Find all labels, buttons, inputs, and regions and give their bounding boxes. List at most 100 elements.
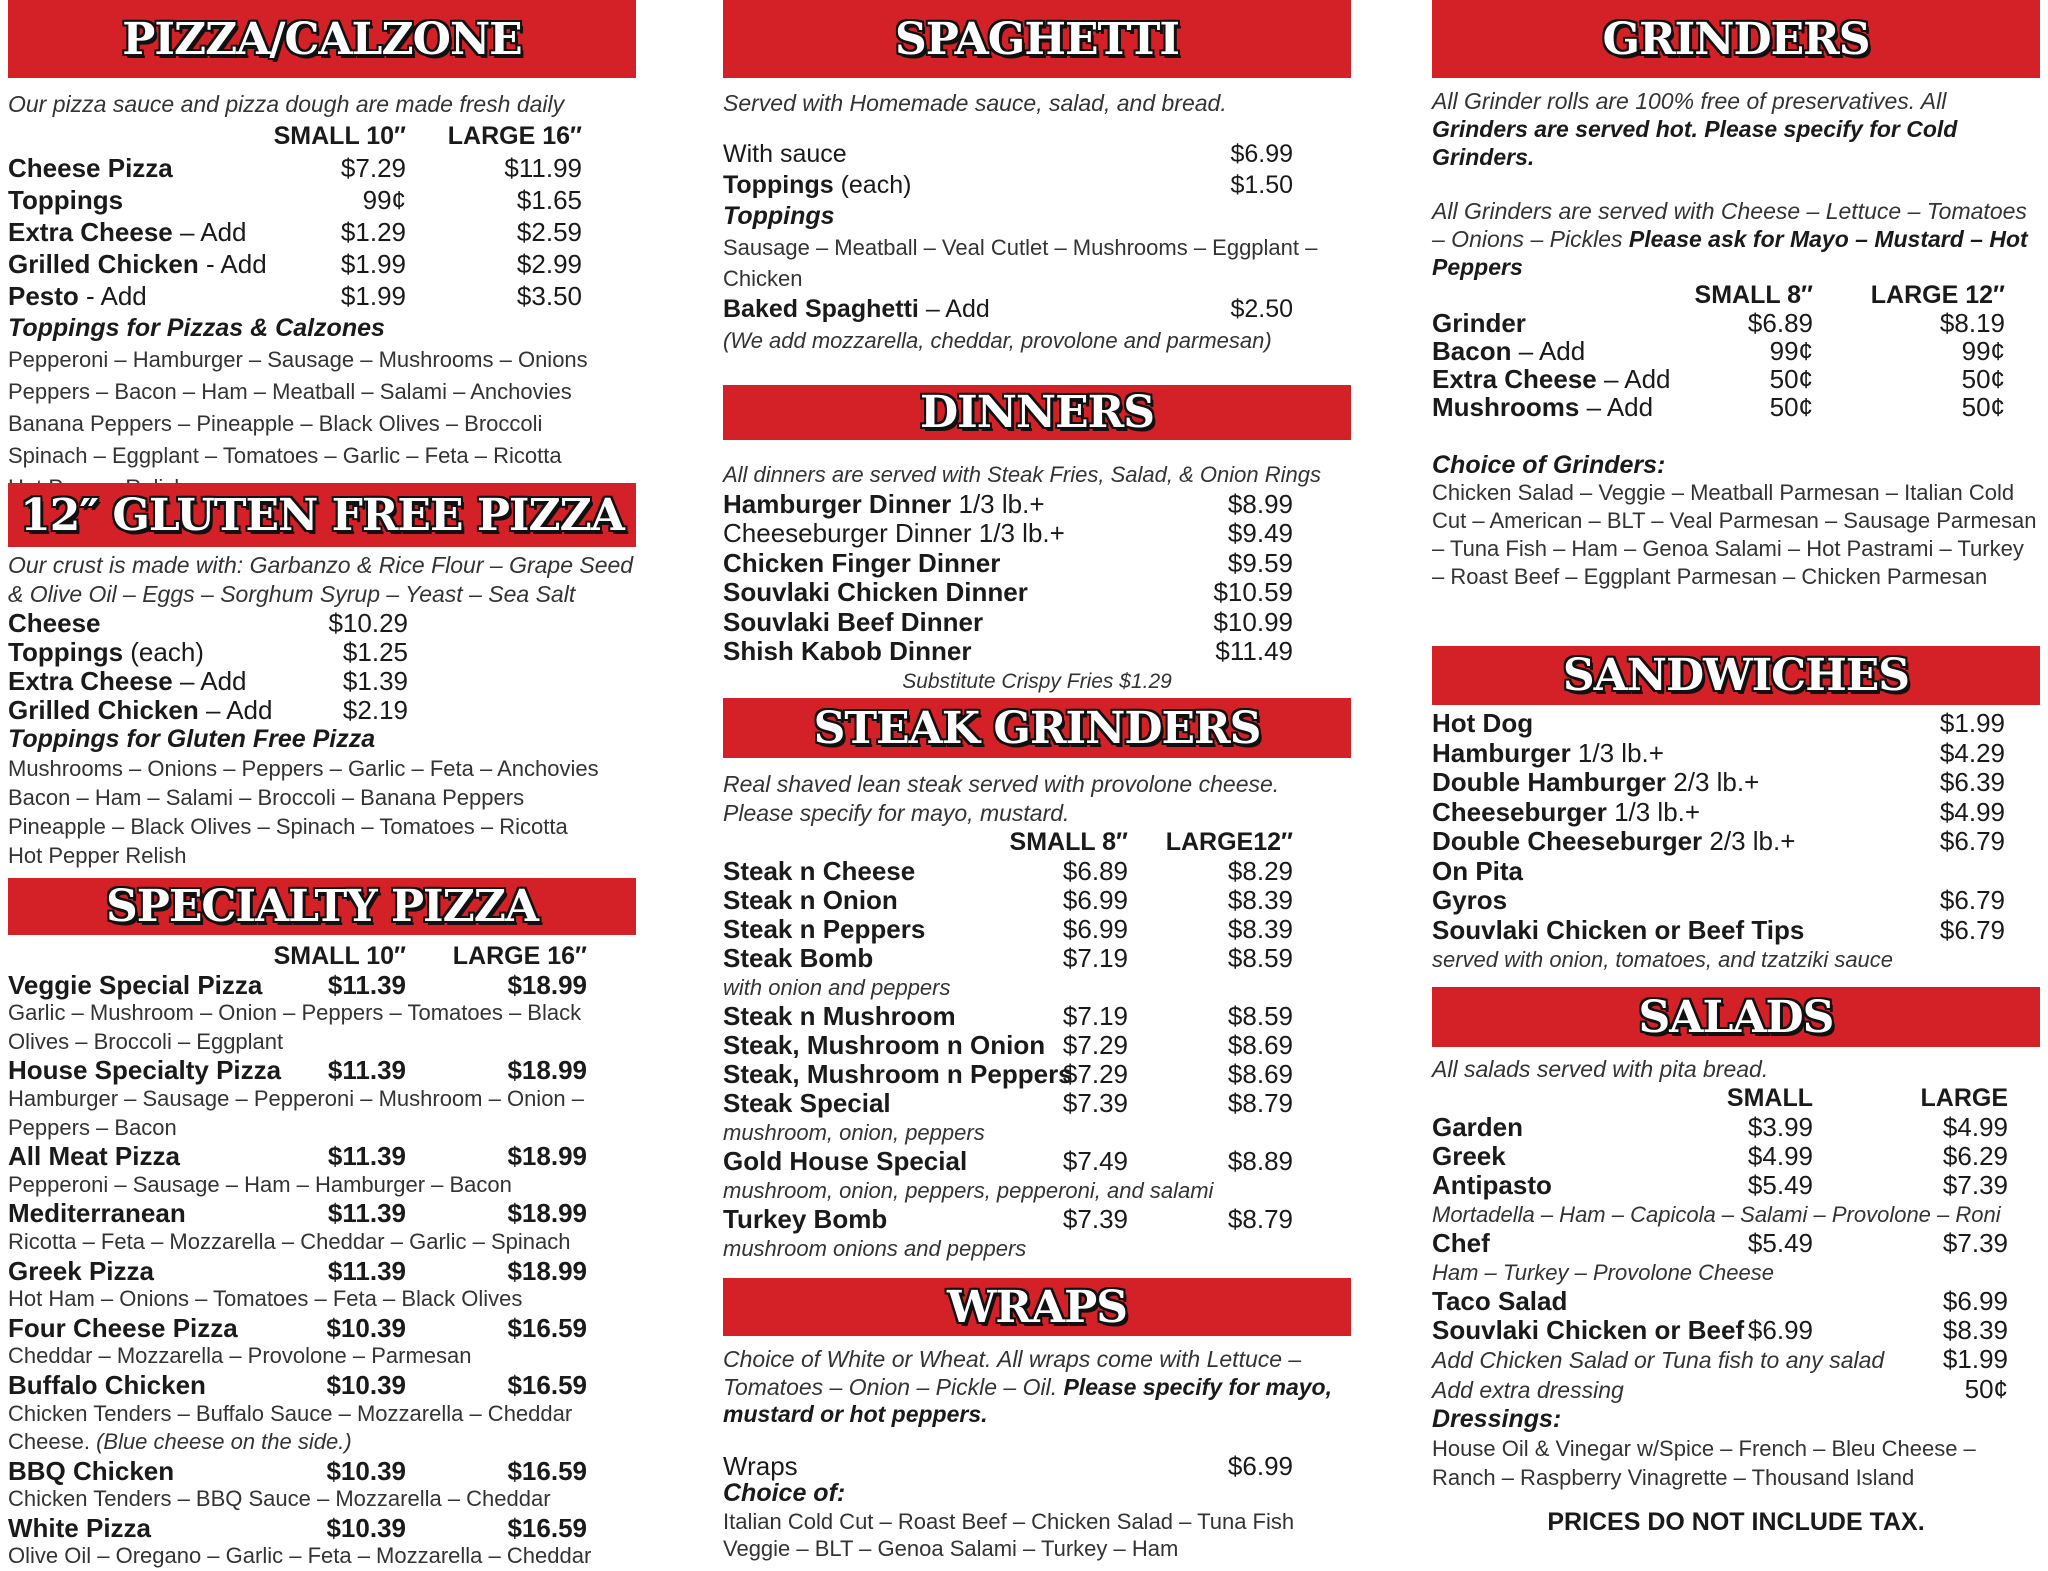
note-emphasis: Grinders are served hot. Please specify … <box>1432 116 1958 170</box>
section-note: All Grinders are served with Cheese – Le… <box>1432 197 2040 281</box>
section-title: STEAK GRINDERS <box>813 702 1262 754</box>
menu-item: Double Hamburger 2/3 lb.+ $6.39 <box>1432 767 2040 798</box>
price: $9.59 <box>1227 547 1293 578</box>
price: $8.69 <box>1227 1030 1293 1060</box>
item-description: (We add mozzarella, cheddar, provolone a… <box>723 325 1351 356</box>
note-text: All salads served with pita bread. <box>1432 1056 1769 1082</box>
size-label: SMALL 10″ <box>273 122 406 150</box>
menu-item: Cheeseburger 1/3 lb.+ $4.99 <box>1432 797 2040 828</box>
description-text: Veggie – BLT – Genoa Salami – Turkey – H… <box>723 1536 1179 1561</box>
menu-item: Gyros $6.79 <box>1432 885 2040 916</box>
note-text: Choice of White or Wheat. All wraps come… <box>723 1346 1302 1400</box>
price: $8.19 <box>1939 308 2005 338</box>
menu-item: Extra Cheese – Add $1.29 $2.59 <box>8 216 636 248</box>
menu-item: Baked Spaghetti – Add $2.50 <box>723 294 1351 325</box>
item-name: Toppings <box>723 171 834 199</box>
size-label: LARGE12″ <box>1165 828 1293 856</box>
item-name: Chef <box>1432 1228 1490 1258</box>
menu-item: Add Chicken Salad or Tuna fish to any sa… <box>1432 1345 2040 1375</box>
item-name: Steak n Mushroom <box>723 1001 956 1031</box>
subheading: Dressings: <box>1432 1405 2040 1434</box>
description-text: Pineapple – Black Olives – Spinach – Tom… <box>8 814 568 839</box>
price: $4.99 <box>1942 1112 2008 1142</box>
item-name: Steak n Peppers <box>723 914 926 944</box>
section-note: Choice of White or Wheat. All wraps come… <box>723 1346 1351 1429</box>
price: $2.50 <box>1230 295 1293 323</box>
item-name-suffix: – Add <box>1596 364 1671 394</box>
item-description: Cheddar – Mozzarella – Provolone – Parme… <box>8 1342 636 1371</box>
menu-item: Add extra dressing 50¢ <box>1432 1375 2040 1405</box>
menu-item: Steak Bomb $7.19 $8.59 <box>723 944 1351 973</box>
section-title: SANDWICHES <box>1562 650 1910 701</box>
section-title: DINNERS <box>919 387 1155 438</box>
item-name: Extra Cheese <box>1432 364 1597 394</box>
menu-item: Hamburger Dinner 1/3 lb.+ $8.99 <box>723 488 1351 520</box>
menu-item: Cheeseburger Dinner 1/3 lb.+ $9.49 <box>723 518 1351 549</box>
description-text: Hot Ham – Onions – Tomatoes – Feta – Bla… <box>8 1286 523 1312</box>
price: $18.99 <box>507 969 587 1000</box>
item-description: Hamburger – Sausage – Pepperoni – Mushro… <box>8 1085 636 1114</box>
section-note: All salads served with pita bread. <box>1432 1055 2040 1084</box>
price: $11.39 <box>327 1198 406 1229</box>
price: $2.19 <box>342 695 408 725</box>
section-header: 12″ GLUTEN FREE PIZZA <box>8 483 636 547</box>
section-body: Choice of White or Wheat. All wraps come… <box>723 1336 1351 1563</box>
price: $8.59 <box>1227 1001 1293 1031</box>
menu-item: Chef $5.49 $7.39 <box>1432 1229 2040 1258</box>
menu-item: Double Cheeseburger 2/3 lb.+ $6.79 <box>1432 826 2040 857</box>
item-name-suffix: – Add <box>1511 336 1586 366</box>
price: 99¢ <box>1961 336 2005 366</box>
section-note: Real shaved lean steak served with provo… <box>723 770 1351 828</box>
item-name: Extra Cheese <box>8 666 173 696</box>
item-name: Greek <box>1432 1141 1506 1171</box>
item-name-suffix: – Add <box>172 666 247 696</box>
item-description: Peppers – Bacon <box>8 1114 636 1143</box>
menu-item: Grinder $6.89 $8.19 <box>1432 309 2040 337</box>
note-text: Real shaved lean steak served with provo… <box>723 771 1280 826</box>
section-header: GRINDERS <box>1432 0 2040 78</box>
section-body: Hot Dog $1.99 Hamburger 1/3 lb.+ $4.29 Doubl… <box>1432 705 2040 975</box>
menu-item: On Pita <box>1432 855 2040 887</box>
price: $7.19 <box>1062 943 1128 973</box>
price: $18.99 <box>507 1055 587 1086</box>
section-header: STEAK GRINDERS <box>723 698 1351 758</box>
description-text: Ricotta – Feta – Mozzarella – Cheddar – … <box>8 1228 571 1254</box>
item-name: Steak n Onion <box>723 885 898 915</box>
menu-item: Extra Cheese – Add 50¢ 50¢ <box>1432 365 2040 393</box>
item-name-suffix: – Add <box>918 295 990 323</box>
item-name-suffix: Wraps <box>723 1450 798 1481</box>
price: $11.39 <box>327 1141 406 1172</box>
item-name-suffix: 1/3 lb.+ <box>951 488 1045 519</box>
price: $10.59 <box>1213 577 1293 607</box>
description-text: Mushrooms – Onions – Peppers – Garlic – … <box>8 756 599 781</box>
item-name: Mushrooms <box>1432 392 1580 422</box>
price: $1.99 <box>340 249 406 279</box>
item-description: Peppers – Bacon – Ham – Meatball – Salam… <box>8 376 636 408</box>
subheading: Choice of: <box>723 1479 1351 1508</box>
price: $18.99 <box>507 1255 587 1286</box>
item-description: mushroom onions and peppers <box>723 1234 1351 1263</box>
item-name: On Pita <box>1432 855 1524 886</box>
description-italic: served with onion, tomatoes, and tzatzik… <box>1432 947 1894 972</box>
price: $2.59 <box>516 217 582 247</box>
item-name: Toppings <box>8 637 124 667</box>
description-text: Hot Pepper Relish <box>8 843 187 868</box>
price: 50¢ <box>1964 1374 2008 1404</box>
menu-section: SPECIALTY PIZZA SMALL 10″ LARGE 16″ Veggie … <box>8 878 636 1571</box>
price: $8.29 <box>1227 856 1293 886</box>
text: Choice of: <box>723 1479 846 1507</box>
menu-item: Taco Salad $6.99 <box>1432 1287 2040 1316</box>
item-description: Hot Ham – Onions – Tomatoes – Feta – Bla… <box>8 1285 636 1314</box>
menu-item: Steak Special $7.39 $8.79 <box>723 1089 1351 1118</box>
price: $8.39 <box>1942 1315 2008 1345</box>
tax-notice: PRICES DO NOT INCLUDE TAX. <box>1547 1508 1925 1536</box>
price: $6.29 <box>1942 1141 2008 1171</box>
price: $16.59 <box>507 1512 587 1543</box>
price: $10.39 <box>326 1312 406 1343</box>
section-header: WRAPS <box>723 1278 1351 1336</box>
section-title: SPECIALTY PIZZA <box>105 881 539 932</box>
price: 50¢ <box>1769 392 1813 422</box>
item-name: Double Hamburger <box>1432 767 1667 797</box>
menu-item: Steak n Peppers $6.99 $8.39 <box>723 915 1351 944</box>
item-name-suffix: 1/3 lb.+ <box>1570 737 1664 768</box>
